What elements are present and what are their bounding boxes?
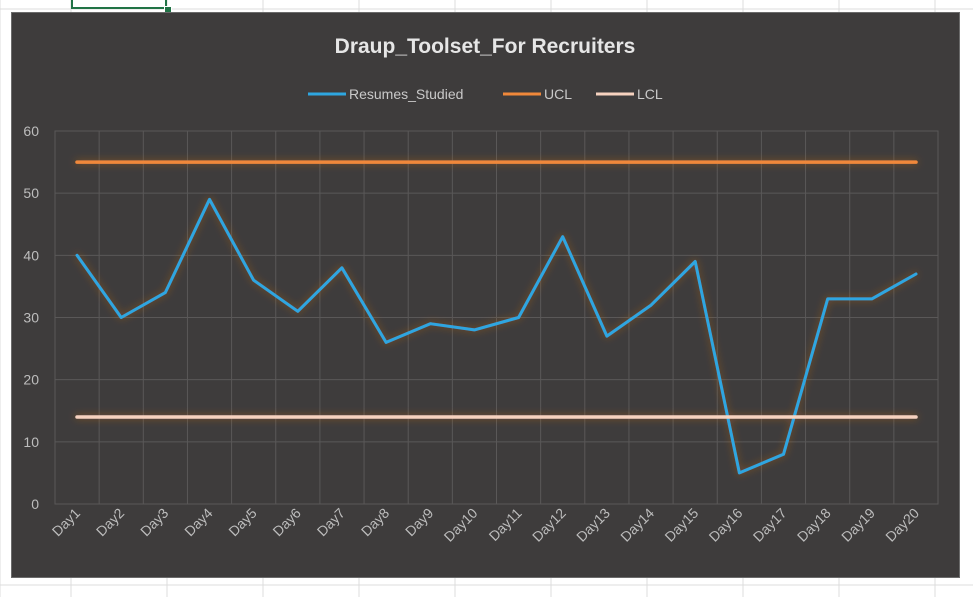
x-tick-label: Day3 [137,505,172,540]
x-tick-label: Day10 [441,505,481,545]
x-tick-label: Day13 [573,505,613,545]
x-tick-label: Day9 [402,505,437,540]
gridlines [54,130,939,505]
x-tick-label: Day20 [882,505,922,545]
x-axis-labels: Day1 Day2 Day3 Day4 Day5 Day6 Day7 Day8 Day9 Day1… [49,505,923,545]
legend[interactable]: Resumes_Studied UCL LCL [308,86,663,102]
x-tick-label: Day15 [661,505,701,545]
y-axis-labels: 0 10 20 30 40 50 60 [23,123,39,512]
x-tick-label: Day5 [225,505,260,540]
x-tick-label: Day11 [486,505,525,544]
x-tick-label: Day8 [358,505,393,540]
legend-label: LCL [637,86,663,102]
x-tick-label: Day19 [838,505,878,545]
x-tick-label: Day14 [617,505,657,545]
y-tick-label: 30 [23,310,39,326]
x-tick-label: Day16 [706,505,746,545]
selected-cell[interactable] [71,0,167,9]
legend-label: UCL [544,86,572,102]
legend-label: Resumes_Studied [349,86,463,102]
x-tick-label: Day7 [314,505,349,540]
y-tick-label: 0 [31,496,39,512]
x-tick-label: Day1 [49,505,84,540]
y-tick-label: 40 [23,247,39,263]
y-tick-label: 50 [23,185,39,201]
series-lines [75,160,918,475]
x-tick-label: Day6 [269,505,304,540]
series-line-1 [75,197,918,475]
line-chart: Draup_Toolset_For Recruiters Resumes_Stu… [23,35,939,545]
chart-title: Draup_Toolset_For Recruiters [335,35,636,58]
x-tick-label: Day18 [794,505,834,545]
x-tick-label: Day17 [750,505,790,545]
x-tick-label: Day12 [529,505,569,545]
y-tick-label: 20 [23,372,39,388]
y-tick-label: 10 [23,434,39,450]
x-tick-label: Day4 [181,505,216,540]
chart-area[interactable] [11,12,960,578]
x-tick-label: Day2 [93,505,128,540]
y-tick-label: 60 [23,123,39,139]
